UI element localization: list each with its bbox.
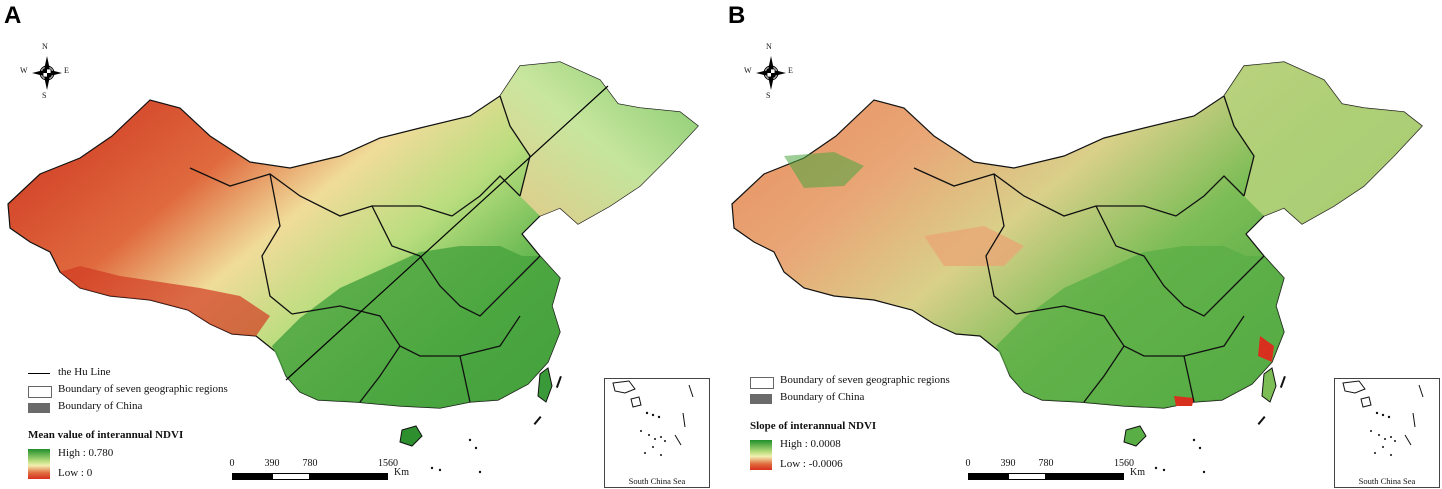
south-china-sea-inset: South China Sea bbox=[1334, 378, 1440, 488]
compass-east: E bbox=[64, 66, 69, 75]
color-ramp: High : 0.780 Low : 0 bbox=[28, 447, 183, 483]
map-legend: Boundary of seven geographic regions Bou… bbox=[750, 372, 950, 474]
north-arrow-icon: N W E S bbox=[20, 42, 72, 100]
region-swatch bbox=[750, 377, 774, 389]
panel-label: B bbox=[728, 2, 746, 29]
hu-line-swatch bbox=[28, 373, 50, 374]
panel-a: A N W E S bbox=[0, 0, 718, 489]
legend-title: Slope of interannual NDVI bbox=[750, 420, 877, 432]
hu-line bbox=[285, 85, 609, 381]
compass-west: W bbox=[744, 66, 752, 75]
compass-north: N bbox=[42, 42, 48, 51]
china-swatch bbox=[750, 394, 772, 404]
ramp-low-label: Low : -0.0006 bbox=[780, 458, 843, 470]
compass-south: S bbox=[766, 91, 771, 100]
south-china-sea-inset: South China Sea bbox=[604, 378, 710, 488]
ramp-low-label: Low : 0 bbox=[58, 467, 93, 479]
ramp-bar bbox=[28, 449, 50, 479]
legend-hu-line: the Hu Line bbox=[28, 364, 183, 381]
color-ramp: High : 0.0008 Low : -0.0006 bbox=[750, 438, 876, 474]
legend-regions: Boundary of seven geographic regions bbox=[28, 381, 228, 398]
scale-bar: 0 390 780 1560 Km bbox=[965, 458, 1145, 480]
ramp-high-label: High : 0.780 bbox=[58, 447, 114, 459]
north-arrow-icon: N W E S bbox=[744, 42, 796, 100]
ramp-bar bbox=[750, 440, 772, 470]
legend-china: Boundary of China bbox=[28, 398, 183, 415]
panel-label: A bbox=[4, 2, 22, 29]
hainan bbox=[1123, 425, 1147, 447]
china-ndvi-mean-map bbox=[7, 61, 699, 474]
compass-north: N bbox=[766, 42, 772, 51]
inset-caption: South China Sea bbox=[1358, 476, 1416, 486]
panel-b: B N W E S bbox=[724, 0, 1442, 489]
taiwan bbox=[537, 367, 553, 403]
china-swatch bbox=[28, 403, 50, 413]
inset-caption: South China Sea bbox=[628, 476, 686, 486]
taiwan bbox=[1261, 367, 1277, 403]
region-swatch bbox=[28, 386, 52, 398]
china-ndvi-slope-map bbox=[731, 61, 1423, 474]
compass-west: W bbox=[20, 66, 28, 75]
legend-regions: Boundary of seven geographic regions bbox=[750, 372, 950, 389]
ramp-high-label: High : 0.0008 bbox=[780, 438, 841, 450]
scale-bar: 0 390 780 1560 Km bbox=[229, 458, 409, 480]
map-legend: the Hu Line Boundary of seven geographic… bbox=[28, 364, 228, 483]
hainan bbox=[399, 425, 423, 447]
compass-east: E bbox=[788, 66, 793, 75]
legend-china: Boundary of China bbox=[750, 389, 876, 406]
compass-south: S bbox=[42, 91, 47, 100]
legend-title: Mean value of interannual NDVI bbox=[28, 429, 184, 441]
